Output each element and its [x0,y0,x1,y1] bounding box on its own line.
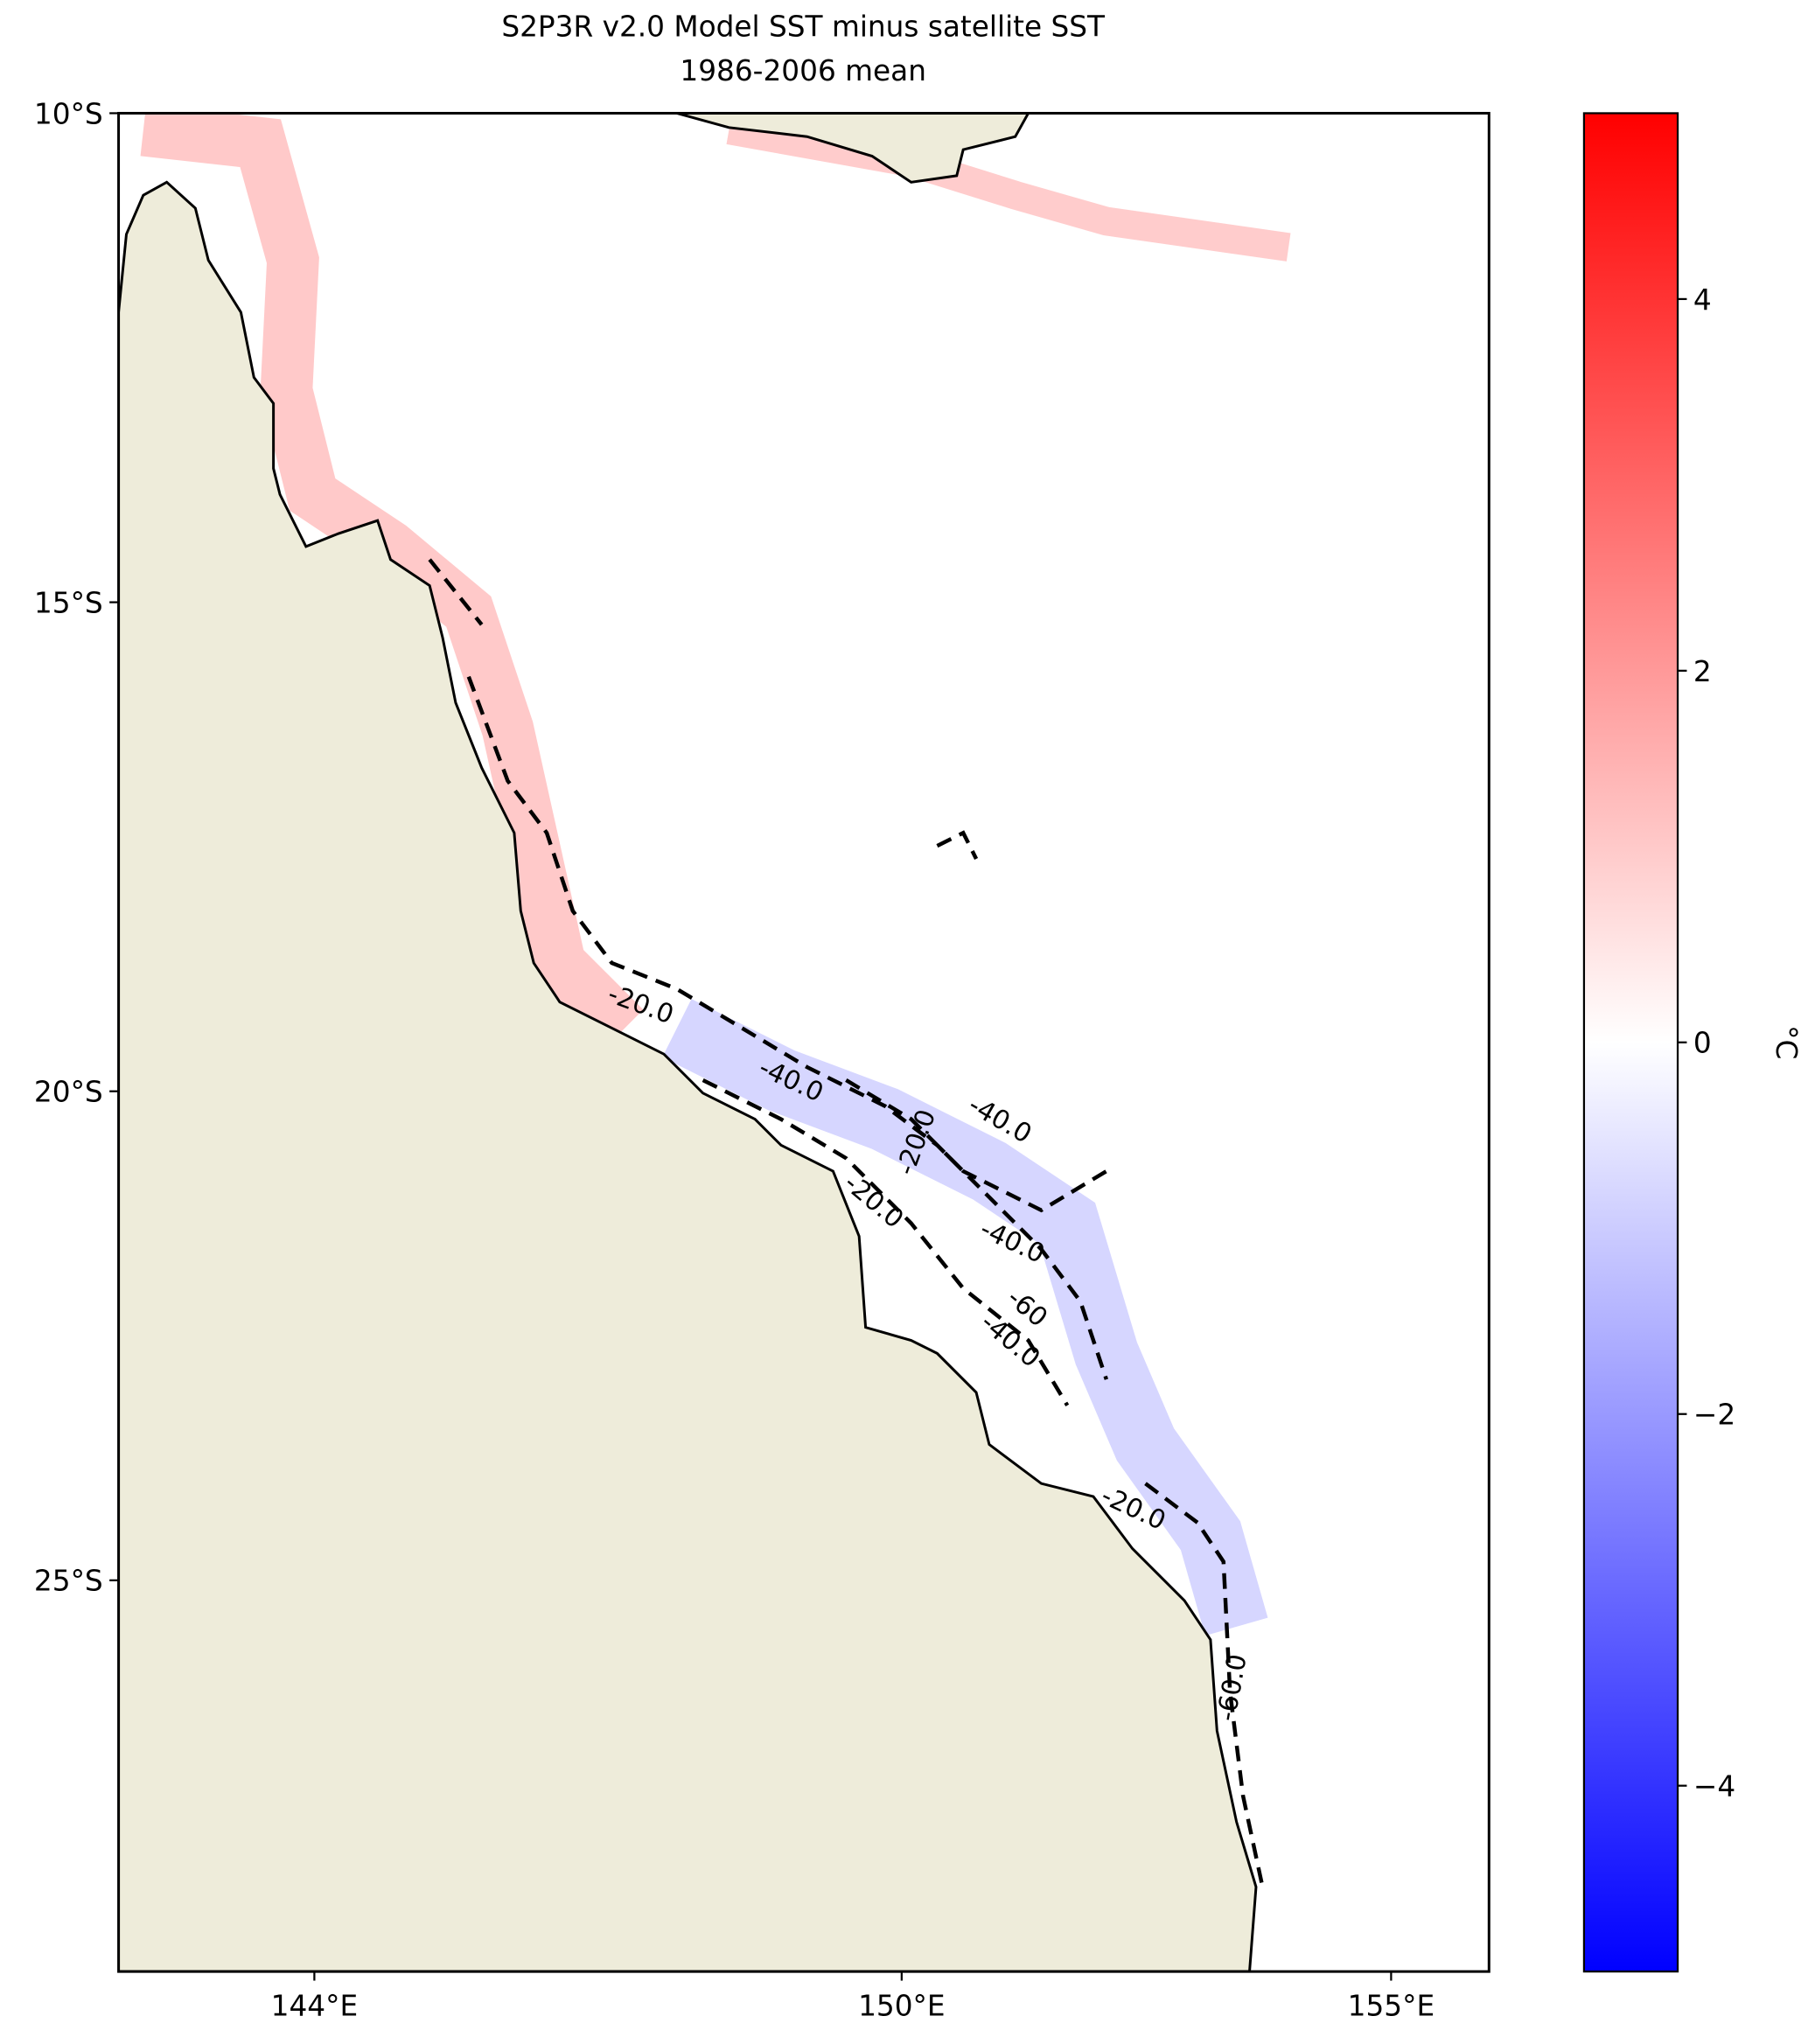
map-frame [117,111,1490,1973]
chart-subtitle: 1986-2006 mean [680,54,926,87]
x-tick-label: 144°E [271,1990,358,2023]
colorbar-tick-label: 0 [1693,1027,1712,1060]
colorbar-tick-label: 4 [1693,283,1712,317]
x-tick-label: 155°E [1348,1990,1435,2023]
colorbar-tick-label: 2 [1693,655,1712,688]
y-tick-label: 15°S [34,586,103,619]
chart-title: S2P3R v2.0 Model SST minus satellite SST [501,10,1106,44]
colorbar-tick-label: −2 [1693,1399,1735,1432]
colorbar [1582,112,1679,1973]
y-tick-label: 20°S [34,1076,103,1109]
island [676,113,1030,184]
map [118,113,1490,1972]
x-tick-label: 150°E [858,1990,945,2023]
colorbar-label: °C [1770,1025,1803,1059]
land [118,180,1258,1972]
y-tick-label: 25°S [34,1565,103,1598]
warm-bias-band [140,113,644,1047]
colorbar-tick-label: −4 [1693,1770,1735,1803]
cool-bias-band [662,999,1268,1636]
contour-lines [428,558,1265,1887]
warm-bias-band-top [726,115,1291,262]
y-tick-label: 10°S [34,97,103,130]
